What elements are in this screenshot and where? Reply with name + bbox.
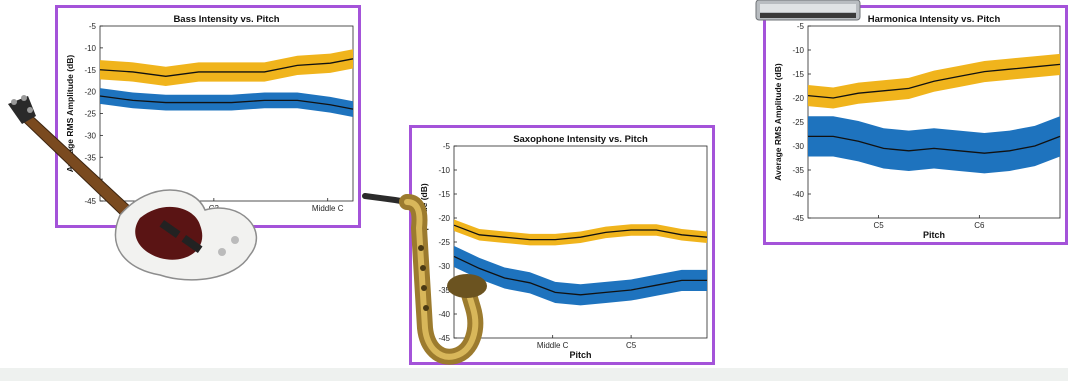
bass-chart: -5-10-15-20-25-30-35-40-45C3Middle CBass… <box>65 14 354 213</box>
chart-sax-xtick-label-0: Middle C <box>537 341 569 350</box>
saxophone-image <box>362 193 487 365</box>
chart-sax-title: Saxophone Intensity vs. Pitch <box>513 134 648 145</box>
chart-sax-ytick-label-4: -25 <box>438 238 450 247</box>
chart-sax-ytick-label-2: -15 <box>438 190 450 199</box>
chart-sax-xlabel: Pitch <box>569 350 591 360</box>
chart-harmonica-ytick-label-0: -5 <box>797 22 805 31</box>
chart-harmonica-title: Harmonica Intensity vs. Pitch <box>868 14 1001 25</box>
bottom-strip <box>0 368 1068 381</box>
chart-bass-mean-line-1 <box>99 95 354 110</box>
chart-sax-ytick-label-3: -20 <box>438 214 450 223</box>
chart-harmonica-ytick-label-4: -25 <box>792 118 804 127</box>
chart-bass-ytick-label-6: -35 <box>84 153 96 162</box>
chart-bass-ytick-label-0: -5 <box>89 22 97 31</box>
bass-chart-panel: -5-10-15-20-25-30-35-40-45C3Middle CBass… <box>55 5 361 228</box>
chart-harmonica-ytick-label-3: -20 <box>792 94 804 103</box>
chart-bass-ytick-label-3: -20 <box>84 88 96 97</box>
harmonica-chart-panel: -5 -10 -15 -20 -25 -30 -35 -40 -45 C5 C6 Harmonica … <box>763 5 1068 245</box>
chart-bass-ytick-label-2: -15 <box>84 66 96 75</box>
harmonica-chart: -5 -10 -15 -20 -25 -30 -35 -40 -45 C5 C6 Harmonica … <box>773 14 1061 240</box>
chart-harmonica-xtick-label-1: C6 <box>974 221 985 230</box>
chart-sax-ytick-label-8: -45 <box>438 334 450 343</box>
chart-sax-xtick-label-1: C5 <box>626 341 637 350</box>
chart-harmonica-ytick-label-2: -15 <box>792 70 804 79</box>
chart-sax-band-1 <box>454 245 707 306</box>
chart-sax-mean-line-0 <box>453 224 708 241</box>
saxophone-chart: -5 -10 -15 -20 -25 -30 -35 -40 -45 Middle C C5 Saxo… <box>419 134 708 360</box>
chart-sax-ytick-label-5: -30 <box>438 262 450 271</box>
chart-harmonica-band-1 <box>808 116 1060 174</box>
chart-harmonica-ytick-label-5: -30 <box>792 142 804 151</box>
chart-harmonica-ytick-label-8: -45 <box>792 214 804 223</box>
chart-harmonica-mean-line-1 <box>808 135 1061 154</box>
chart-bass-title: Bass Intensity vs. Pitch <box>173 14 279 25</box>
chart-sax-mean-line-1 <box>453 255 707 296</box>
chart-harmonica-xlabel: Pitch <box>923 230 945 240</box>
chart-bass-ytick-label-1: -10 <box>84 44 96 53</box>
harmonica-image <box>755 0 861 21</box>
chart-bass-ytick-label-5: -30 <box>84 131 96 140</box>
chart-bass-mean-line-0 <box>99 58 354 77</box>
chart-harmonica-mean-line-0 <box>807 63 1061 99</box>
chart-harmonica-ytick-label-7: -40 <box>792 190 804 199</box>
chart-sax-ytick-label-1: -10 <box>438 166 450 175</box>
chart-bass-ylabel: Average RMS Amplitude (dB) <box>65 55 75 173</box>
chart-harmonica-ytick-label-6: -35 <box>792 166 804 175</box>
chart-bass-ytick-label-4: -25 <box>84 110 96 119</box>
chart-harmonica-ylabel: Average RMS Amplitude (dB) <box>773 63 783 181</box>
chart-harmonica-ytick-label-1: -10 <box>792 46 804 55</box>
chart-bass-band-0 <box>100 49 353 86</box>
chart-bass-xtick-label-1: Middle C <box>312 204 344 213</box>
chart-bass-ytick-label-8: -45 <box>84 197 96 206</box>
chart-harmonica-xtick-label-0: C5 <box>873 221 884 230</box>
chart-sax-ytick-label-7: -40 <box>438 310 450 319</box>
bass-guitar-image <box>8 95 257 281</box>
chart-sax-ytick-label-0: -5 <box>443 142 451 151</box>
chart-sax-ytick-label-6: -35 <box>438 286 450 295</box>
saxophone-chart-panel: -5 -10 -15 -20 -25 -30 -35 -40 -45 Middle C C5 Saxo… <box>409 125 715 365</box>
